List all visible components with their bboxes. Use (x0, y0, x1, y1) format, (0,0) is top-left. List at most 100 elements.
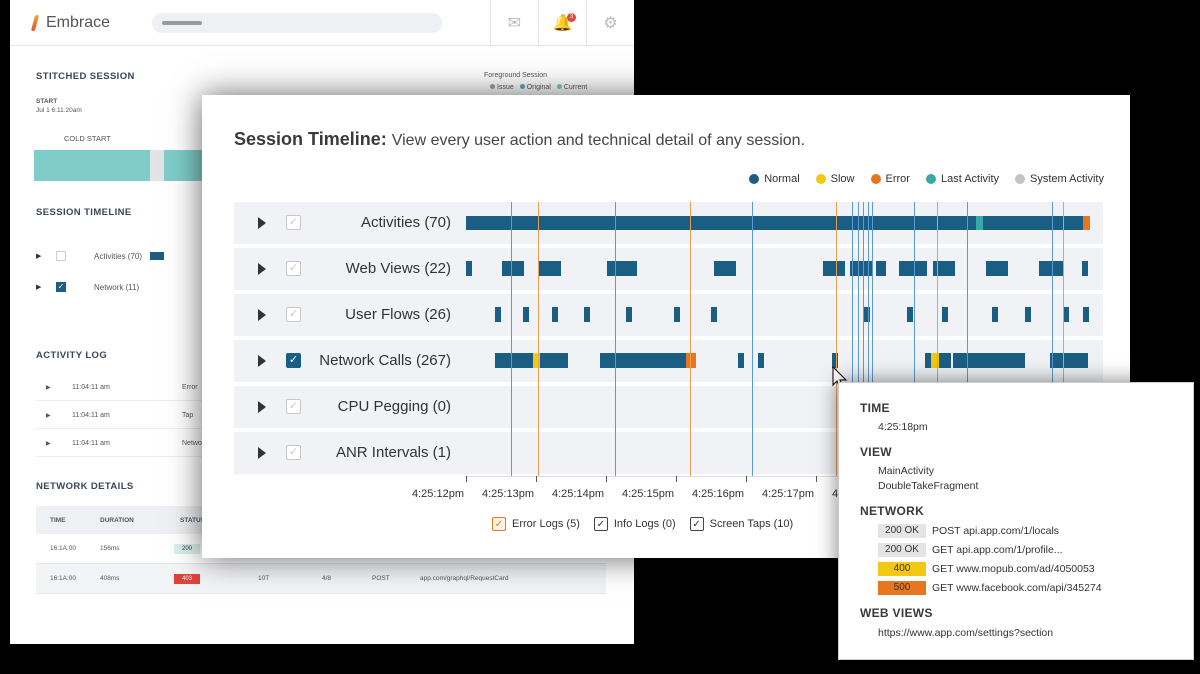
timeline-segment[interactable] (714, 261, 736, 276)
network-request[interactable]: 200 OK GET api.app.com/1/profile... (878, 542, 1063, 557)
axis-tick-label: 4:25:13pm (482, 488, 534, 500)
checkbox-checked-icon[interactable]: ✓ (689, 517, 704, 531)
notifications-bell-icon[interactable]: 🔔 3 (538, 0, 586, 46)
filter-checkbox-0[interactable]: ✓ Error Logs (5) (492, 517, 580, 531)
row-checkbox[interactable]: ✓ (286, 399, 301, 414)
row-track (466, 202, 1091, 244)
row-checkbox[interactable]: ✓ (286, 353, 301, 368)
timeline-segment[interactable] (738, 353, 744, 368)
search-input[interactable] (152, 13, 442, 33)
expand-arrow-icon[interactable]: ▶ (46, 441, 51, 447)
request-text: POST api.app.com/1/locals (932, 524, 1060, 537)
log-event: Tap (182, 412, 194, 419)
timeline-segment[interactable] (584, 307, 590, 322)
row-checkbox[interactable]: ✓ (286, 307, 301, 322)
row-checkbox[interactable]: ✓ (286, 215, 301, 230)
timeline-segment[interactable] (502, 261, 524, 276)
network-request[interactable]: 500 GET www.facebook.com/api/345274 (878, 580, 1102, 595)
timeline-segment[interactable] (495, 307, 501, 322)
timeline-row[interactable]: ▶ Activities (70) (36, 244, 216, 268)
timeline-segment[interactable] (1083, 216, 1090, 230)
filter-checkbox-2[interactable]: ✓ Screen Taps (10) (689, 517, 793, 531)
checkbox-checked-icon[interactable]: ✓ (593, 517, 608, 531)
axis-tick-label: 4:25:17pm (762, 488, 814, 500)
request-text: GET www.facebook.com/api/345274 (932, 581, 1102, 594)
expand-arrow-icon[interactable] (258, 355, 266, 367)
activity-log-row[interactable]: ▶ 11:04:11 am Network (36, 431, 226, 457)
expand-arrow-icon[interactable]: ▶ (36, 284, 42, 291)
timeline-segment[interactable] (876, 261, 886, 276)
activity-log-row[interactable]: ▶ 11:04:11 am Error (36, 375, 226, 401)
network-request[interactable]: 200 OK POST api.app.com/1/locals (878, 523, 1059, 538)
timeline-segment[interactable] (925, 353, 931, 368)
expand-arrow-icon[interactable]: ▶ (46, 385, 51, 391)
timeline-segment[interactable] (907, 307, 913, 322)
timeline-segment[interactable] (823, 261, 845, 276)
expand-arrow-icon[interactable] (258, 217, 266, 229)
timeline-segment[interactable] (992, 307, 998, 322)
timeline-segment[interactable] (540, 353, 568, 368)
timeline-segment[interactable] (1063, 307, 1069, 322)
timeline-segment[interactable] (1050, 353, 1088, 368)
filter-label: Info Logs (0) (613, 518, 676, 530)
timeline-segment[interactable] (495, 353, 533, 368)
timeline-segment[interactable] (942, 307, 948, 322)
timeline-segment[interactable] (523, 307, 529, 322)
timeline-segment[interactable] (933, 261, 955, 276)
row-checkbox[interactable]: ✓ (286, 261, 301, 276)
timeline-segment[interactable] (1039, 261, 1063, 276)
timeline-segment[interactable] (899, 261, 927, 276)
timeline-segment[interactable] (466, 261, 472, 276)
timeline-segment[interactable] (1025, 307, 1031, 322)
expand-arrow-icon[interactable] (258, 263, 266, 275)
settings-gear-icon[interactable]: ⚙ (586, 0, 634, 46)
timeline-segment[interactable] (976, 216, 983, 230)
row-checkbox[interactable] (56, 251, 66, 261)
axis-tick (676, 476, 677, 482)
timeline-segment[interactable] (953, 353, 1025, 368)
network-request[interactable]: 400 GET www.mopub.com/ad/4050053 (878, 561, 1095, 576)
session-segment[interactable] (34, 150, 150, 181)
table-row[interactable]: 16:1A:00 408ms 10T 4/8 POST app.com/graphql/R… (36, 564, 606, 594)
timeline-segment[interactable] (552, 307, 558, 322)
brand-logo[interactable]: Embrace (30, 14, 110, 32)
timeline-segment[interactable] (533, 353, 540, 368)
timeline-segment[interactable] (1082, 261, 1088, 276)
timeline-segment[interactable] (931, 353, 939, 368)
legend-label: System Activity (1030, 173, 1104, 185)
timeline-segment[interactable] (832, 353, 838, 368)
timeline-row[interactable]: ▶ ✓ Network (11) (36, 275, 216, 299)
row-checkbox[interactable]: ✓ (56, 282, 66, 292)
timeline-segment[interactable] (600, 353, 686, 368)
event-detail-tooltip: TIME 4:25:18pm VIEW MainActivity DoubleT… (838, 382, 1194, 660)
timeline-segment[interactable] (626, 307, 632, 322)
timeline-segment[interactable] (939, 353, 951, 368)
expand-arrow-icon[interactable] (258, 401, 266, 413)
checkbox-checked-icon[interactable]: ✓ (492, 517, 506, 531)
timeline-segment[interactable] (674, 307, 680, 322)
legend-item: System Activity (1015, 173, 1104, 185)
timeline-segment[interactable] (1083, 307, 1089, 322)
timeline-segment[interactable] (850, 261, 872, 276)
table-row[interactable]: 16:1A:00 156ms 200 (36, 534, 606, 564)
expand-arrow-icon[interactable] (258, 447, 266, 459)
timeline-segment[interactable] (686, 353, 696, 368)
timeline-segment[interactable] (864, 307, 870, 322)
row-checkbox[interactable]: ✓ (286, 445, 301, 460)
web-view-url[interactable]: https://www.app.com/settings?section (878, 627, 1054, 639)
timeline-segment[interactable] (758, 353, 764, 368)
timeline-segment[interactable] (539, 261, 561, 276)
mail-icon[interactable]: ✉ (490, 0, 538, 46)
timeline-segment[interactable] (986, 261, 1008, 276)
timeline-segment[interactable] (607, 261, 637, 276)
timeline-segment[interactable] (711, 307, 717, 322)
network-details-heading: NETWORK DETAILS (36, 481, 134, 492)
expand-arrow-icon[interactable]: ▶ (46, 413, 51, 419)
expand-arrow-icon[interactable]: ▶ (36, 253, 42, 260)
expand-arrow-icon[interactable] (258, 309, 266, 321)
timeline-segment[interactable] (466, 216, 1083, 230)
legend-dot (1015, 174, 1026, 184)
filter-checkbox-1[interactable]: ✓ Info Logs (0) (593, 517, 676, 531)
activity-log-row[interactable]: ▶ 11:04:11 am Tap (36, 403, 226, 429)
request-text: GET api.app.com/1/profile... (932, 543, 1063, 556)
